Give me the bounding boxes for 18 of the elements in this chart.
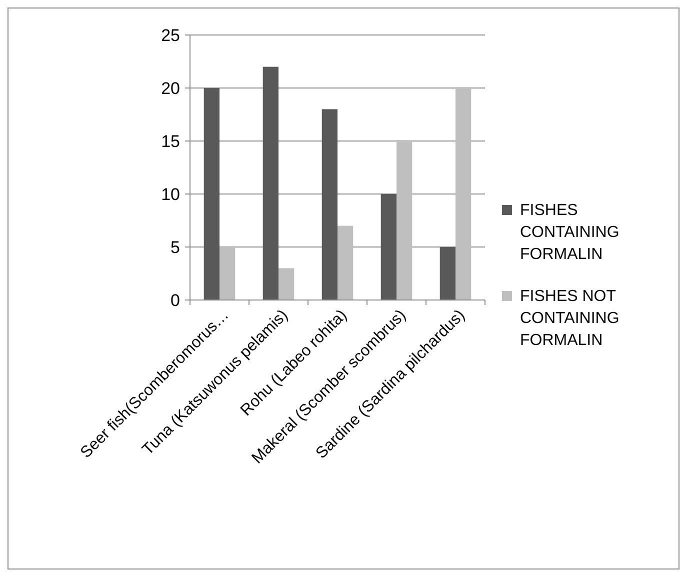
y-tick-label: 5 (170, 238, 180, 257)
bar (396, 141, 412, 300)
y-tick-label: 10 (161, 184, 180, 204)
y-tick-label: 25 (161, 26, 180, 45)
legend-label: FISHES CONTAINING FORMALIN (520, 202, 620, 263)
bar (456, 88, 472, 300)
bar (338, 226, 354, 300)
bar (278, 268, 294, 300)
bar (380, 194, 396, 300)
legend-label: FISHES NOT CONTAINING FORMALIN (520, 288, 620, 349)
bar (440, 247, 456, 300)
y-tick-label: 15 (161, 132, 180, 151)
bar (322, 109, 338, 300)
bar (262, 66, 278, 300)
bar (220, 247, 236, 300)
y-tick-label: 20 (161, 78, 180, 98)
y-tick-label: 0 (170, 290, 180, 310)
bar (204, 88, 220, 300)
